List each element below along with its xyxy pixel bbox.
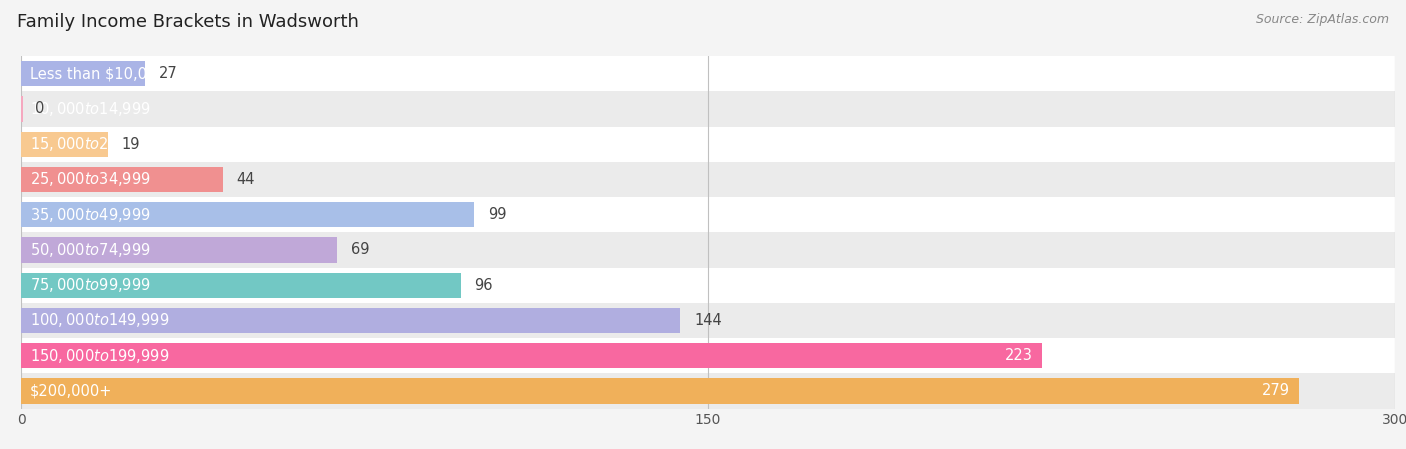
Text: $75,000 to $99,999: $75,000 to $99,999 <box>31 276 150 294</box>
Text: 223: 223 <box>1005 348 1033 363</box>
Bar <box>21 91 1395 127</box>
Bar <box>21 374 1395 409</box>
Bar <box>21 308 681 333</box>
Text: 27: 27 <box>159 66 177 81</box>
Bar <box>21 237 337 263</box>
Bar <box>21 167 222 192</box>
Bar <box>21 61 145 87</box>
Bar <box>21 233 1395 268</box>
Bar <box>21 197 1395 232</box>
Text: $25,000 to $34,999: $25,000 to $34,999 <box>31 171 150 189</box>
Text: Less than $10,000: Less than $10,000 <box>31 66 166 81</box>
Text: Family Income Brackets in Wadsworth: Family Income Brackets in Wadsworth <box>17 13 359 31</box>
Text: $10,000 to $14,999: $10,000 to $14,999 <box>31 100 150 118</box>
Text: $100,000 to $149,999: $100,000 to $149,999 <box>31 312 170 330</box>
Text: 44: 44 <box>236 172 254 187</box>
Text: $15,000 to $24,999: $15,000 to $24,999 <box>31 135 150 153</box>
Text: 99: 99 <box>488 207 506 222</box>
Text: 279: 279 <box>1261 383 1289 398</box>
Text: 96: 96 <box>474 278 494 293</box>
Text: $35,000 to $49,999: $35,000 to $49,999 <box>31 206 150 224</box>
Bar <box>21 202 474 228</box>
Text: 144: 144 <box>695 313 721 328</box>
Bar <box>21 96 24 122</box>
Text: 0: 0 <box>35 101 44 116</box>
Bar <box>21 273 461 298</box>
Text: $50,000 to $74,999: $50,000 to $74,999 <box>31 241 150 259</box>
Bar <box>21 343 1042 369</box>
Bar <box>21 268 1395 303</box>
Bar <box>21 56 1395 92</box>
Bar <box>21 378 1299 404</box>
Text: $200,000+: $200,000+ <box>31 383 112 398</box>
Bar <box>21 338 1395 374</box>
Text: 69: 69 <box>350 242 370 257</box>
Text: 19: 19 <box>122 137 141 152</box>
Bar <box>21 162 1395 197</box>
Text: Source: ZipAtlas.com: Source: ZipAtlas.com <box>1256 13 1389 26</box>
Text: $150,000 to $199,999: $150,000 to $199,999 <box>31 347 170 365</box>
Bar <box>21 303 1395 338</box>
Bar <box>21 127 1395 162</box>
Bar <box>21 132 108 157</box>
